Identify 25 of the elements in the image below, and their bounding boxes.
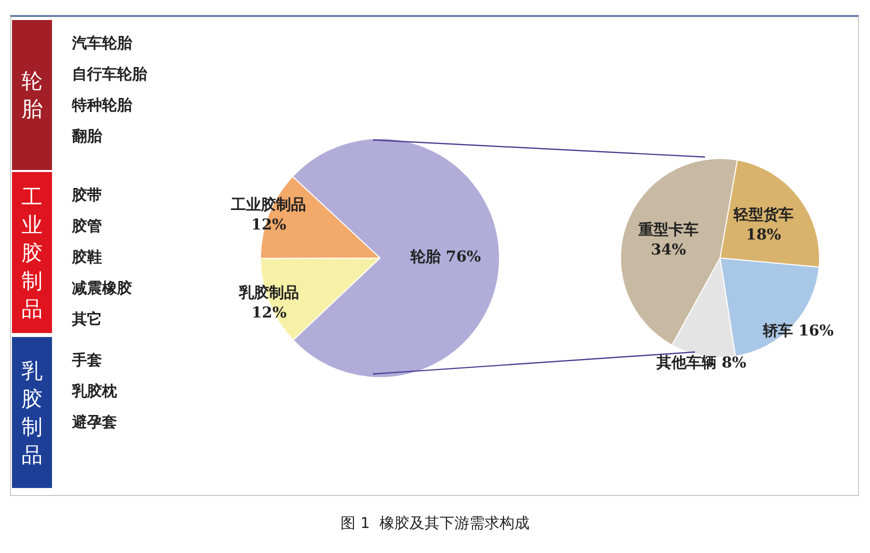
slice-label: 重型卡车 <box>637 220 698 239</box>
text: 翻胎 <box>72 126 104 147</box>
data-label: 18% <box>746 226 782 244</box>
text: 其它 <box>72 309 103 330</box>
text: 乳胶枕 <box>72 381 117 402</box>
slice-label: 轮胎 76% <box>410 248 481 266</box>
slice-label: 其他车辆 8% <box>655 354 746 372</box>
slice-label: 乳胶制品 <box>238 283 300 302</box>
text: 手套 <box>72 350 103 371</box>
caption: 图 1 橡胶及其下游需求构成 <box>340 514 530 533</box>
text: 胶管 <box>72 216 103 237</box>
text: 自行车轮胎 <box>72 64 147 85</box>
data-label: 12% <box>251 303 287 322</box>
slice-label: 轿车 16% <box>762 321 834 340</box>
text: 避孕套 <box>72 412 117 433</box>
text: 胶鞋 <box>72 247 103 268</box>
data-label: 34% <box>650 240 686 259</box>
text: 轮胎 <box>20 68 44 123</box>
text: 特种轮胎 <box>72 95 134 116</box>
text: 汽车轮胎 <box>72 33 134 54</box>
text: 工业胶制品 <box>20 184 44 322</box>
text: 减震橡胶 <box>72 278 132 299</box>
slice-label: 轻型货车 <box>732 206 794 224</box>
text: 胶带 <box>72 185 103 206</box>
text: 乳胶制品 <box>20 358 44 468</box>
